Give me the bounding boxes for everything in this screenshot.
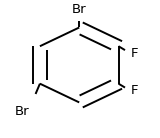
Text: Br: Br [72, 3, 87, 16]
Text: F: F [131, 84, 139, 97]
Text: F: F [131, 47, 139, 60]
Text: Br: Br [15, 105, 29, 118]
